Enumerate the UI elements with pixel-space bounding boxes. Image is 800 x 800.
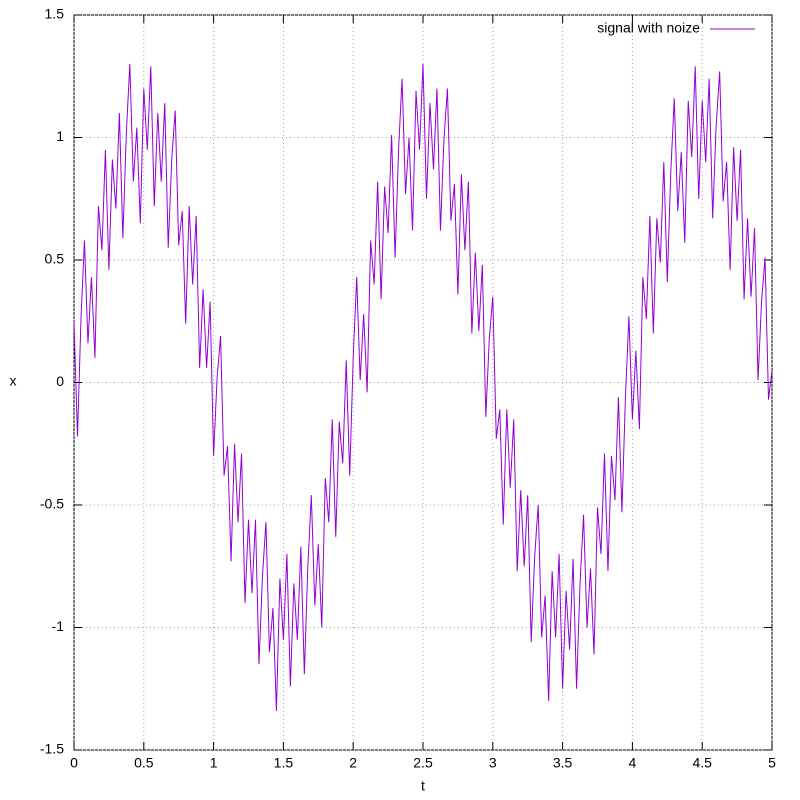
x-tick-label: 0 [70, 755, 78, 771]
x-tick-label: 4 [629, 755, 637, 771]
x-tick-label: 2.5 [413, 755, 433, 771]
y-tick-label: 0 [56, 373, 64, 389]
x-tick-label: 3.5 [553, 755, 573, 771]
x-tick-label: 3 [489, 755, 497, 771]
signal-line [73, 63, 773, 711]
y-tick-label: -1.5 [40, 741, 64, 757]
y-tick-label: -1 [52, 618, 65, 634]
y-axis-label: x [10, 373, 17, 389]
x-tick-label: 1 [210, 755, 218, 771]
x-tick-label: 2 [349, 755, 357, 771]
y-tick-label: -0.5 [40, 496, 64, 512]
y-tick-label: 1.5 [45, 6, 65, 22]
x-tick-label: 5 [768, 755, 776, 771]
y-tick-label: 1 [56, 128, 64, 144]
y-tick-label: 0.5 [45, 251, 65, 267]
x-tick-label: 0.5 [134, 755, 154, 771]
legend-label: signal with noize [597, 20, 700, 36]
x-tick-label: 1.5 [274, 755, 294, 771]
x-axis-label: t [421, 778, 425, 794]
x-tick-label: 4.5 [692, 755, 712, 771]
